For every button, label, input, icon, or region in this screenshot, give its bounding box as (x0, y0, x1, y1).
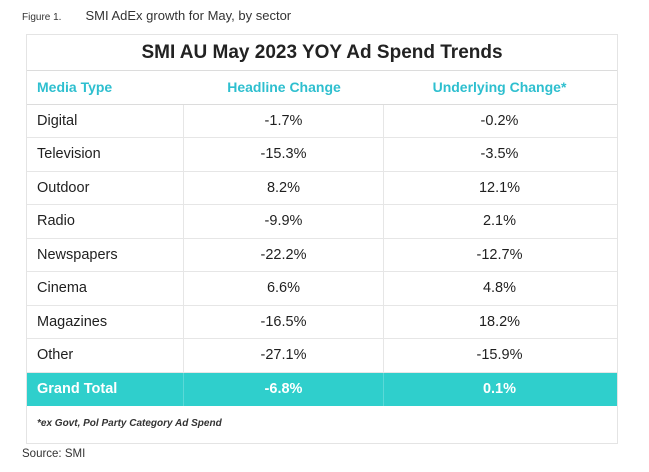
underlying-change-cell: -15.9% (476, 347, 523, 364)
media-type-cell: Digital (27, 104, 184, 137)
headline-change-cell: 8.2% (184, 171, 384, 204)
figure-caption-title: SMI AdEx growth for May, by sector (85, 8, 292, 23)
source-note: Source: SMI (22, 448, 86, 460)
media-type-cell: Other (27, 339, 184, 372)
ad-spend-table-panel: SMI AU May 2023 YOY Ad Spend Trends Medi… (26, 34, 618, 444)
figure-label: Figure 1. (22, 12, 62, 23)
column-header-media-type: Media Type (37, 79, 113, 96)
table-footnote: *ex Govt, Pol Party Category Ad Spend (37, 418, 222, 429)
headline-change-cell: -16.5% (184, 305, 384, 338)
table-row: Digital -1.7% -0.2% (27, 104, 617, 138)
media-type-cell: Newspapers (27, 238, 184, 271)
table-body: Digital -1.7% -0.2% Television -15.3% -3.5% Ou… (27, 104, 617, 373)
headline-change-cell: -1.7% (184, 104, 384, 137)
table-row: Magazines -16.5% 18.2% (27, 305, 617, 339)
underlying-change-cell: -3.5% (480, 146, 519, 163)
underlying-change-cell: 12.1% (478, 179, 521, 196)
column-header-headline-change: Headline Change (227, 79, 341, 96)
grand-total-underlying: 0.1% (482, 381, 517, 398)
media-type-cell: Television (27, 138, 184, 171)
grand-total-headline: -6.8% (184, 372, 384, 406)
table-row: Radio -9.9% 2.1% (27, 205, 617, 239)
headline-change-cell: -9.9% (184, 205, 384, 238)
table-row: Other -27.1% -15.9% (27, 339, 617, 373)
table-row: Television -15.3% -3.5% (27, 138, 617, 172)
table-row: Newspapers -22.2% -12.7% (27, 238, 617, 272)
column-header-underlying-change: Underlying Change* (432, 79, 567, 96)
underlying-change-cell: 4.8% (482, 280, 517, 297)
media-type-cell: Radio (27, 205, 184, 238)
headline-change-cell: -15.3% (184, 138, 384, 171)
table-row: Outdoor 8.2% 12.1% (27, 171, 617, 205)
table-row: Cinema 6.6% 4.8% (27, 272, 617, 306)
table-header-row: Media Type Headline Change Underlying Ch… (27, 71, 617, 105)
figure-caption: Figure 1. SMI AdEx growth for May, by se… (22, 8, 291, 28)
grand-total-row: Grand Total -6.8% 0.1% (27, 372, 617, 406)
media-type-cell: Magazines (27, 305, 184, 338)
underlying-change-cell: 2.1% (482, 213, 517, 230)
headline-change-cell: -22.2% (184, 238, 384, 271)
underlying-change-cell: -0.2% (480, 112, 519, 129)
headline-change-cell: -27.1% (184, 339, 384, 372)
media-type-cell: Cinema (27, 272, 184, 305)
grand-total-label: Grand Total (27, 372, 184, 406)
underlying-change-cell: -12.7% (476, 246, 523, 263)
media-type-cell: Outdoor (27, 171, 184, 204)
headline-change-cell: 6.6% (184, 272, 384, 305)
underlying-change-cell: 18.2% (478, 313, 521, 330)
table-title: SMI AU May 2023 YOY Ad Spend Trends (27, 35, 617, 71)
